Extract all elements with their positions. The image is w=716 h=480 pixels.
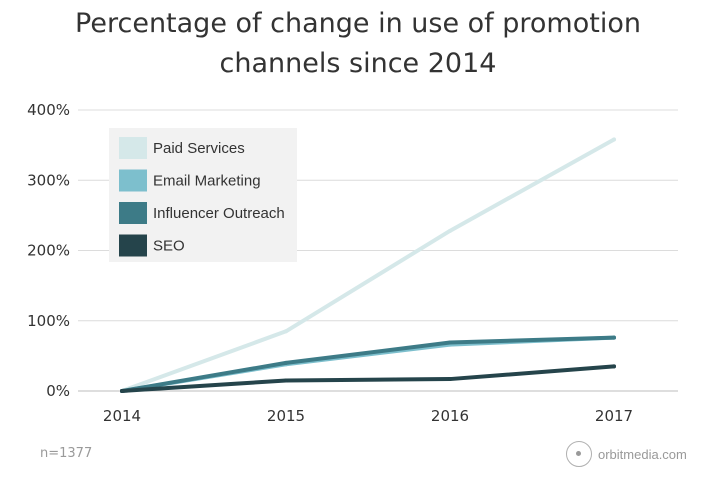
- data-point-influencer-outreach: [448, 340, 452, 345]
- brand-text: orbitmedia.com: [598, 446, 687, 462]
- data-point-seo: [284, 378, 288, 383]
- data-point-paid-services: [612, 137, 616, 142]
- series-line-paid-services: [120, 137, 616, 393]
- y-tick-label: 300%: [27, 171, 70, 189]
- x-tick-label: 2015: [267, 407, 305, 425]
- data-point-seo: [448, 377, 452, 382]
- orbit-logo-icon: [566, 441, 592, 467]
- legend-swatch-seo: [119, 234, 147, 257]
- legend-label-seo: SEO: [153, 238, 185, 255]
- chart-title-line-2: channels since 2014: [219, 48, 497, 79]
- y-tick-label: 400%: [27, 101, 70, 119]
- data-point-influencer-outreach: [612, 335, 616, 340]
- legend-swatch-influencer-outreach: [119, 202, 147, 224]
- series-line-seo: [120, 364, 616, 393]
- sample-size-note: n=1377: [40, 446, 93, 461]
- legend-label-email-marketing: Email Marketing: [153, 173, 261, 190]
- chart-title: Percentage of change in use of promotion…: [0, 4, 716, 84]
- series-line-influencer-outreach: [120, 335, 616, 393]
- x-tick-label: 2014: [103, 407, 141, 425]
- legend-swatch-email-marketing: [119, 169, 147, 192]
- y-tick-label: 200%: [27, 242, 70, 260]
- x-tick-label: 2016: [431, 407, 469, 425]
- legend-label-influencer-outreach: Influencer Outreach: [153, 205, 285, 222]
- x-tick-label: 2017: [595, 407, 633, 425]
- data-point-influencer-outreach: [284, 360, 288, 365]
- y-tick-label: 100%: [27, 312, 70, 330]
- y-tick-label: 0%: [46, 382, 70, 400]
- chart-title-line-1: Percentage of change in use of promotion: [75, 8, 641, 39]
- data-point-paid-services: [284, 329, 288, 334]
- brand-watermark: orbitmedia.com: [566, 440, 687, 468]
- data-point-seo: [120, 389, 124, 393]
- legend-label-paid-services: Paid Services: [153, 140, 245, 157]
- data-point-seo: [612, 364, 616, 369]
- legend-swatch-paid-services: [119, 137, 147, 159]
- data-point-paid-services: [448, 228, 452, 233]
